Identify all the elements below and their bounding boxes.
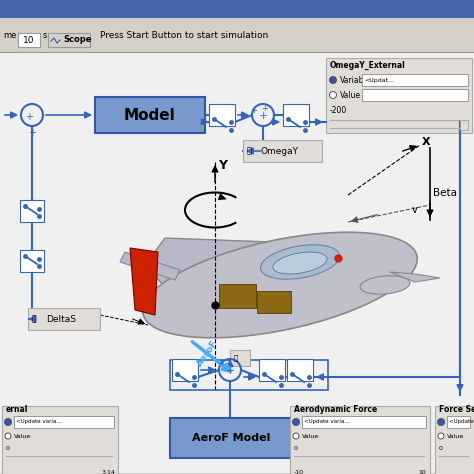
Text: DeltaS: DeltaS bbox=[46, 315, 76, 323]
FancyBboxPatch shape bbox=[290, 406, 430, 474]
FancyBboxPatch shape bbox=[28, 308, 100, 330]
Text: +: + bbox=[25, 112, 33, 122]
FancyBboxPatch shape bbox=[0, 18, 474, 52]
Ellipse shape bbox=[261, 245, 339, 279]
Text: 3.14: 3.14 bbox=[102, 470, 116, 474]
FancyBboxPatch shape bbox=[243, 140, 322, 162]
Text: ernal: ernal bbox=[6, 405, 28, 414]
Text: Aerodynamic Force: Aerodynamic Force bbox=[294, 405, 377, 414]
FancyBboxPatch shape bbox=[287, 359, 313, 381]
Text: +: + bbox=[218, 359, 224, 368]
FancyBboxPatch shape bbox=[209, 104, 235, 126]
Text: Press Start Button to start simulation: Press Start Button to start simulation bbox=[100, 30, 268, 39]
FancyBboxPatch shape bbox=[0, 51, 474, 473]
Text: Scope: Scope bbox=[63, 35, 91, 44]
FancyBboxPatch shape bbox=[326, 58, 472, 133]
Text: +: + bbox=[258, 111, 268, 121]
FancyBboxPatch shape bbox=[362, 74, 468, 86]
FancyBboxPatch shape bbox=[230, 350, 250, 366]
FancyBboxPatch shape bbox=[48, 33, 90, 47]
FancyBboxPatch shape bbox=[95, 97, 205, 133]
Text: Value: Value bbox=[340, 91, 361, 100]
Text: AeroF: AeroF bbox=[195, 338, 219, 368]
FancyBboxPatch shape bbox=[2, 406, 118, 474]
Circle shape bbox=[438, 419, 445, 426]
Ellipse shape bbox=[273, 252, 327, 274]
FancyBboxPatch shape bbox=[435, 406, 474, 474]
Text: 0: 0 bbox=[6, 446, 10, 450]
Text: Force Sensor: Force Sensor bbox=[439, 405, 474, 414]
Text: 10: 10 bbox=[418, 470, 426, 474]
Polygon shape bbox=[390, 272, 440, 282]
Polygon shape bbox=[120, 252, 180, 280]
Text: +: + bbox=[251, 106, 257, 115]
Text: 📊: 📊 bbox=[32, 315, 36, 323]
Text: +: + bbox=[28, 128, 36, 138]
Text: v: v bbox=[412, 205, 418, 215]
Text: me: me bbox=[3, 30, 17, 39]
FancyBboxPatch shape bbox=[447, 416, 470, 428]
Text: <Updat...: <Updat... bbox=[364, 78, 394, 82]
Text: Y: Y bbox=[218, 158, 227, 172]
FancyBboxPatch shape bbox=[257, 291, 291, 313]
Text: 0: 0 bbox=[439, 446, 443, 450]
FancyBboxPatch shape bbox=[170, 418, 292, 458]
Text: AeroF Model: AeroF Model bbox=[192, 433, 270, 443]
Text: Variable: Variable bbox=[340, 75, 371, 84]
FancyBboxPatch shape bbox=[20, 200, 44, 222]
Text: +: + bbox=[262, 103, 268, 112]
FancyBboxPatch shape bbox=[362, 89, 468, 101]
FancyBboxPatch shape bbox=[283, 104, 309, 126]
Text: X: X bbox=[422, 137, 430, 147]
Circle shape bbox=[329, 76, 337, 83]
FancyBboxPatch shape bbox=[0, 0, 474, 18]
Polygon shape bbox=[130, 248, 158, 315]
FancyBboxPatch shape bbox=[460, 120, 468, 130]
Text: Value: Value bbox=[302, 434, 319, 438]
Circle shape bbox=[5, 433, 11, 439]
Circle shape bbox=[438, 433, 444, 439]
Circle shape bbox=[293, 433, 299, 439]
FancyBboxPatch shape bbox=[20, 250, 44, 272]
Text: s: s bbox=[43, 30, 47, 39]
Circle shape bbox=[329, 91, 337, 99]
Text: OmegaY_External: OmegaY_External bbox=[330, 60, 406, 70]
FancyBboxPatch shape bbox=[172, 359, 198, 381]
Text: OmegaY: OmegaY bbox=[261, 146, 299, 155]
FancyBboxPatch shape bbox=[18, 33, 40, 47]
Circle shape bbox=[292, 419, 300, 426]
Polygon shape bbox=[145, 238, 390, 320]
Circle shape bbox=[4, 419, 11, 426]
Text: -200: -200 bbox=[330, 106, 347, 115]
FancyBboxPatch shape bbox=[219, 284, 256, 308]
Text: +: + bbox=[225, 366, 235, 376]
Text: Beta: Beta bbox=[433, 188, 457, 198]
Text: Value: Value bbox=[447, 434, 464, 438]
Text: 📊: 📊 bbox=[234, 355, 238, 361]
FancyBboxPatch shape bbox=[259, 359, 285, 381]
Text: <Update varia...: <Update varia... bbox=[304, 419, 350, 425]
Text: 📊: 📊 bbox=[247, 146, 252, 155]
Text: -10: -10 bbox=[294, 470, 304, 474]
Ellipse shape bbox=[143, 232, 417, 338]
Text: <Update varia...: <Update varia... bbox=[16, 419, 62, 425]
Text: 10: 10 bbox=[23, 36, 35, 45]
Text: <Update varia...: <Update varia... bbox=[449, 419, 474, 425]
FancyBboxPatch shape bbox=[14, 416, 114, 428]
Text: Value: Value bbox=[14, 434, 31, 438]
Ellipse shape bbox=[360, 276, 410, 294]
FancyBboxPatch shape bbox=[302, 416, 426, 428]
Text: Model: Model bbox=[124, 108, 176, 122]
Text: 0: 0 bbox=[294, 446, 298, 450]
